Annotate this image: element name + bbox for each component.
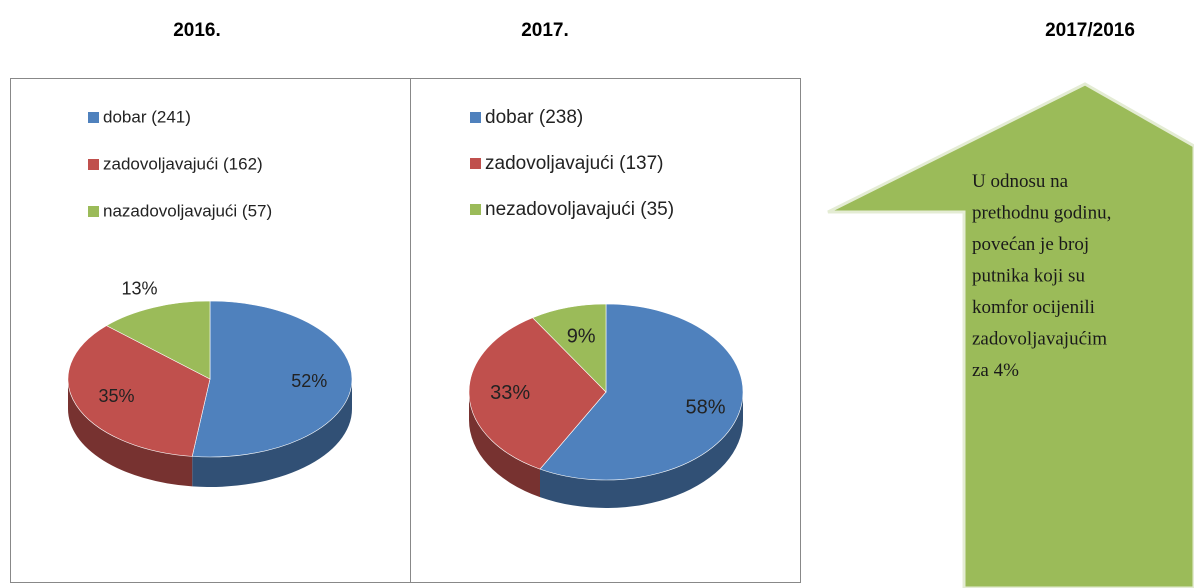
data-label: 33% <box>490 382 530 404</box>
pie-side <box>68 379 193 487</box>
callout-text: povećan je broj <box>972 234 1089 255</box>
pie-side <box>192 379 352 487</box>
legend-swatch <box>470 112 481 123</box>
data-label: 35% <box>98 386 134 406</box>
legend-swatch <box>88 159 99 170</box>
chart-frame <box>410 78 801 583</box>
pie-side <box>468 392 540 498</box>
legend-label: dobar (238) <box>485 107 583 128</box>
pie-slice <box>539 303 744 481</box>
pie-slice <box>532 303 607 393</box>
legend-label: dobar (241) <box>103 107 191 126</box>
legend-label: nazadovoljavajući (57) <box>103 201 272 220</box>
legend-label: zadovoljavajući (137) <box>485 153 664 174</box>
data-label: 52% <box>291 371 327 391</box>
header: 2017/2016 <box>1045 20 1135 41</box>
pie-slice <box>468 317 607 470</box>
legend-label: nezadovoljavajući (35) <box>485 199 674 220</box>
callout-text: prethodnu godinu, <box>972 203 1111 224</box>
data-label: 58% <box>686 397 726 419</box>
pie-slice <box>191 300 353 458</box>
data-label: 9% <box>567 325 596 347</box>
header: 2017. <box>521 20 569 41</box>
pie-slice <box>105 300 211 380</box>
legend-swatch <box>470 158 481 169</box>
pie-slice <box>67 325 211 457</box>
callout-text: komfor ocijenili <box>972 297 1095 318</box>
callout-text: zadovoljavajućim <box>972 329 1107 350</box>
data-label: 13% <box>121 278 157 298</box>
arrow-callout <box>827 82 1194 588</box>
callout-text: putnika koji su <box>972 266 1085 287</box>
callout-text: za 4% <box>972 360 1019 381</box>
callout-text: U odnosu na <box>972 171 1069 192</box>
header: 2016. <box>173 20 221 41</box>
legend-swatch <box>88 206 99 217</box>
legend-label: zadovoljavajući (162) <box>103 154 263 173</box>
pie-side <box>539 392 743 508</box>
legend-swatch <box>88 112 99 123</box>
legend-swatch <box>470 204 481 215</box>
